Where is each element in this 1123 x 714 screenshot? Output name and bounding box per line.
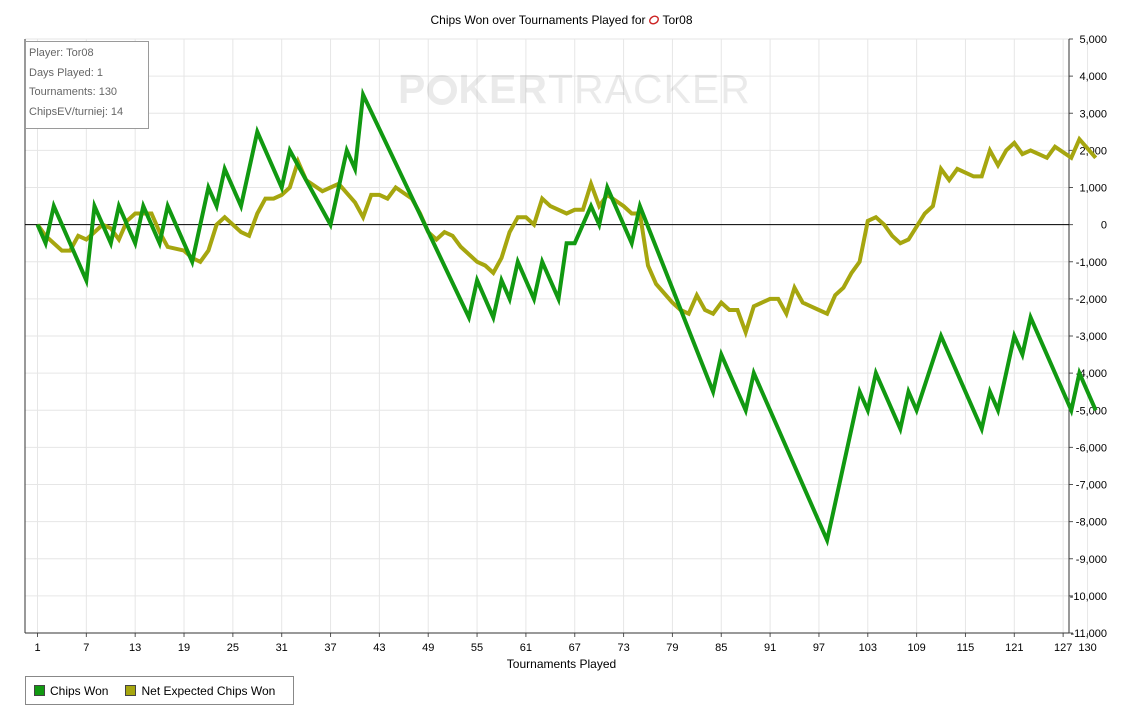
info-tournaments: Tournaments: 130 bbox=[29, 86, 118, 98]
info-player: Player: Tor08 bbox=[29, 47, 94, 59]
legend-swatch-chips-won bbox=[34, 685, 45, 696]
legend-label-chips-won: Chips Won bbox=[50, 683, 109, 698]
x-tick-label: 79 bbox=[666, 642, 678, 654]
y-tick-label: 5,000 bbox=[1079, 34, 1107, 46]
pokertracker-watermark: P KERTRACKER bbox=[398, 66, 751, 112]
y-tick-label: -2,000 bbox=[1076, 294, 1107, 306]
x-tick-label: 130 bbox=[1078, 642, 1096, 654]
series-net-expected-line bbox=[35, 135, 1098, 339]
x-tick-label: 1 bbox=[34, 642, 40, 654]
x-tick-label: 55 bbox=[471, 642, 483, 654]
y-tick-label: 3,000 bbox=[1079, 108, 1107, 120]
legend-swatch-net-expected bbox=[125, 685, 137, 696]
y-tick-label: 1,000 bbox=[1079, 183, 1107, 195]
x-tick-label: 61 bbox=[520, 642, 532, 654]
y-tick-label: 4,000 bbox=[1079, 71, 1107, 83]
legend-item-chips-won[interactable]: Chips Won bbox=[34, 684, 108, 698]
x-tick-label: 85 bbox=[715, 642, 727, 654]
x-tick-label: 91 bbox=[764, 642, 776, 654]
info-chips-ev: ChipsEV/turniej: 14 bbox=[29, 105, 124, 118]
y-tick-label: -3,000 bbox=[1076, 331, 1107, 343]
y-tick-label: -5,000 bbox=[1076, 405, 1107, 417]
x-tick-label: 25 bbox=[227, 642, 239, 654]
y-tick-label: -4,000 bbox=[1076, 368, 1107, 380]
y-tick-label: -9,000 bbox=[1076, 554, 1107, 566]
x-tick-label: 103 bbox=[859, 642, 877, 654]
player-info-box: Player: Tor08 Days Played: 1 Tournaments… bbox=[25, 41, 149, 129]
x-tick-label: 43 bbox=[373, 642, 385, 654]
y-tick-label: -11,000 bbox=[1071, 628, 1108, 640]
series-chips-won-line bbox=[35, 87, 1098, 547]
y-tick-label: -10,000 bbox=[1070, 591, 1107, 603]
legend-item-net-expected[interactable]: Net Expected Chips Won bbox=[125, 684, 275, 698]
x-tick-label: 37 bbox=[324, 642, 336, 654]
x-tick-label: 7 bbox=[83, 642, 89, 654]
x-tick-label: 31 bbox=[276, 642, 288, 654]
x-tick-label: 109 bbox=[907, 642, 925, 654]
info-days-played: Days Played: 1 bbox=[29, 66, 103, 79]
x-tick-label: 121 bbox=[1005, 642, 1023, 654]
y-tick-label: -6,000 bbox=[1076, 442, 1107, 454]
x-tick-label: 13 bbox=[129, 642, 141, 654]
y-tick-label: 0 bbox=[1101, 220, 1107, 232]
poker-site-icon bbox=[649, 15, 660, 25]
x-tick-label: 73 bbox=[617, 642, 629, 654]
x-tick-label: 97 bbox=[813, 642, 825, 654]
chart-legend: Chips Won Net Expected Chips Won bbox=[25, 676, 294, 705]
chart-title-text: Chips Won over Tournaments Played for bbox=[430, 13, 646, 27]
y-tick-label: -8,000 bbox=[1076, 517, 1107, 529]
x-tick-label: 19 bbox=[178, 642, 190, 654]
legend-label-net-expected: Net Expected Chips Won bbox=[141, 683, 276, 698]
y-tick-label: -1,000 bbox=[1076, 257, 1107, 269]
x-tick-label: 127 bbox=[1054, 642, 1072, 654]
chart-title: Chips Won over Tournaments Played for Tor… bbox=[0, 13, 1123, 27]
x-axis-label: Tournaments Played bbox=[506, 657, 617, 671]
x-tick-label: 49 bbox=[422, 642, 434, 654]
x-tick-label: 67 bbox=[569, 642, 581, 654]
chart-title-player: Tor08 bbox=[662, 13, 693, 27]
y-tick-label: -7,000 bbox=[1076, 480, 1107, 492]
x-tick-label: 115 bbox=[957, 642, 975, 654]
